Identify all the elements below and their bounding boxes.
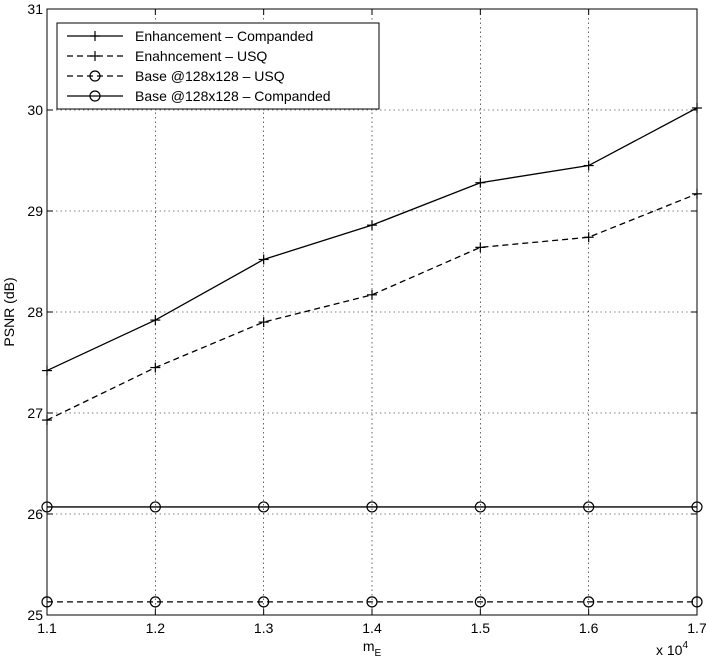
y-tick-label: 28 xyxy=(27,304,43,320)
legend-label: Enhancement – Companded xyxy=(135,28,313,44)
y-tick-label: 30 xyxy=(27,102,43,118)
plus-marker xyxy=(258,254,269,265)
legend-label: Base @128x128 – Companded xyxy=(135,88,331,104)
legend-label: Base @128x128 – USQ xyxy=(135,68,285,84)
series-4 xyxy=(41,501,703,513)
circle-marker xyxy=(474,501,486,513)
x-axis-label-main: m xyxy=(363,638,375,654)
plus-marker xyxy=(367,220,377,231)
plus-marker xyxy=(90,31,100,41)
legend-item: Base @128x128 – Companded xyxy=(67,88,331,104)
x-axis-multiplier-base: x 10 xyxy=(656,642,683,658)
legend-label: Enahncement – USQ xyxy=(135,48,267,64)
y-tick-label: 25 xyxy=(27,607,43,623)
x-axis-multiplier: x 104 xyxy=(656,640,688,658)
x-tick-label: 1.3 xyxy=(254,620,274,636)
plus-marker xyxy=(583,232,594,243)
x-axis-label: mE xyxy=(363,638,382,659)
y-axis-label: PSNR (dB) xyxy=(1,277,17,346)
series-3 xyxy=(41,596,703,608)
circle-marker xyxy=(366,596,378,608)
x-tick-label: 1.6 xyxy=(579,620,599,636)
circle-marker xyxy=(258,501,270,513)
y-tick-label: 26 xyxy=(27,506,43,522)
plus-marker xyxy=(150,315,161,326)
circle-marker xyxy=(583,501,595,513)
plus-marker xyxy=(150,362,161,373)
circle-marker xyxy=(89,70,101,82)
y-tick-label: 27 xyxy=(27,405,43,421)
plus-marker xyxy=(475,242,486,253)
plus-marker xyxy=(583,160,594,171)
legend-item: Enahncement – USQ xyxy=(67,48,267,64)
x-tick-label: 1.7 xyxy=(687,620,706,636)
legend-item: Base @128x128 – USQ xyxy=(67,68,285,84)
y-tick-label: 31 xyxy=(27,1,43,17)
circle-marker xyxy=(474,596,486,608)
y-tick-label: 29 xyxy=(27,203,43,219)
plus-marker xyxy=(258,317,269,328)
x-tick-label: 1.4 xyxy=(362,620,382,636)
circle-marker xyxy=(149,501,161,513)
x-axis-multiplier-exponent: 4 xyxy=(682,640,688,651)
legend: Enhancement – Companded Enahncement – USQ… xyxy=(56,22,380,110)
legend-item: Enhancement – Companded xyxy=(67,28,313,44)
circle-marker xyxy=(149,596,161,608)
circle-marker xyxy=(583,596,595,608)
x-axis-label-subscript: E xyxy=(375,648,382,659)
x-tick-label: 1.5 xyxy=(471,620,491,636)
x-tick-label: 1.1 xyxy=(37,620,57,636)
circle-marker xyxy=(258,596,270,608)
axis-ticks: 1.1 1.2 1.3 1.4 1.5 1.6 1.7 25 26 27 28 29 30 31 xyxy=(27,1,706,636)
circle-marker xyxy=(366,501,378,513)
plus-marker xyxy=(367,289,377,300)
circle-marker xyxy=(89,90,101,102)
legend-box xyxy=(56,22,380,110)
x-tick-label: 1.2 xyxy=(146,620,166,636)
plus-marker xyxy=(90,51,100,61)
plus-marker xyxy=(475,177,486,188)
